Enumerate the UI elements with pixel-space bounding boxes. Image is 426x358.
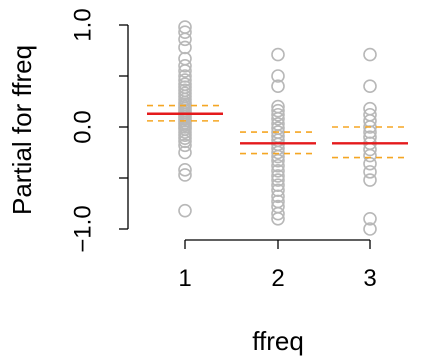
data-point	[178, 203, 192, 218]
data-point	[271, 153, 285, 168]
data-point	[178, 32, 192, 47]
x-axis-title: ffreq	[252, 326, 304, 356]
data-point	[178, 64, 192, 78]
x-tick-label: 3	[363, 265, 376, 292]
data-point	[178, 59, 192, 73]
data-point	[363, 222, 377, 236]
points-layer	[178, 20, 377, 236]
y-axis-title: Partial for ffreq	[7, 45, 37, 215]
data-point	[363, 212, 377, 226]
data-point	[178, 73, 192, 87]
data-point	[178, 168, 192, 182]
data-point	[178, 163, 192, 177]
data-point	[271, 103, 285, 118]
data-point	[271, 173, 285, 187]
data-point	[178, 25, 192, 39]
data-point	[271, 112, 285, 126]
data-point	[363, 173, 377, 187]
data-point	[178, 51, 192, 66]
data-point	[363, 165, 377, 179]
data-point	[271, 145, 285, 160]
y-tick-label: 0.0	[70, 110, 97, 143]
x-tick-label: 2	[271, 265, 284, 292]
data-point	[363, 148, 377, 163]
data-point	[178, 145, 192, 160]
data-point	[271, 69, 285, 83]
data-point	[271, 149, 285, 164]
data-point	[271, 107, 285, 122]
data-point	[363, 79, 377, 93]
data-point	[178, 40, 192, 55]
data-point	[271, 47, 285, 62]
data-point	[271, 189, 285, 204]
x-tick-label: 1	[178, 265, 191, 292]
data-point	[271, 79, 285, 93]
fits-layer	[147, 104, 408, 159]
data-point	[363, 47, 377, 62]
data-point	[271, 212, 285, 226]
data-point	[271, 206, 285, 221]
data-point	[271, 158, 285, 173]
data-point	[271, 164, 285, 178]
y-tick-label: −1.0	[70, 205, 97, 252]
data-point	[271, 169, 285, 183]
data-point	[178, 138, 192, 153]
y-tick-label: 1.0	[70, 8, 97, 41]
axes-layer: −1.0 0.0 1.0 1 2 3	[70, 8, 377, 292]
